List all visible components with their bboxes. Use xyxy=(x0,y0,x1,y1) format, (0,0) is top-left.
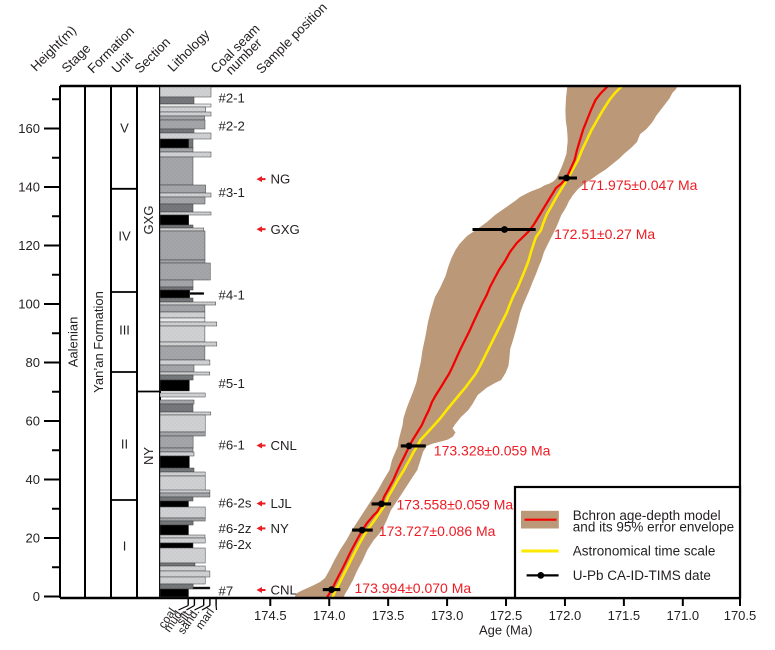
svg-text:GXG: GXG xyxy=(271,222,300,237)
svg-text:#3-1: #3-1 xyxy=(219,185,245,200)
svg-text:171.975±0.047 Ma: 171.975±0.047 Ma xyxy=(581,177,698,193)
svg-text:160: 160 xyxy=(18,121,40,136)
svg-text:80: 80 xyxy=(26,355,40,370)
svg-text:174.5: 174.5 xyxy=(254,608,287,623)
svg-text:CNL: CNL xyxy=(271,583,297,598)
svg-text:171.0: 171.0 xyxy=(667,608,700,623)
svg-text:#2-2: #2-2 xyxy=(219,119,245,134)
svg-text:#6-2s: #6-2s xyxy=(219,496,252,511)
svg-text:Astronomical time scale: Astronomical time scale xyxy=(573,544,716,559)
svg-text:II: II xyxy=(121,437,128,452)
svg-text:Aalenian: Aalenian xyxy=(66,317,81,368)
svg-text:LJL: LJL xyxy=(271,496,292,511)
svg-text:#6-2z: #6-2z xyxy=(219,521,252,536)
svg-text:and its 95% error envelope: and its 95% error envelope xyxy=(573,520,734,535)
svg-text:#6-1: #6-1 xyxy=(219,438,245,453)
svg-text:172.0: 172.0 xyxy=(549,608,582,623)
svg-text:#6-2x: #6-2x xyxy=(219,537,252,552)
svg-text:173.994±0.070 Ma: 173.994±0.070 Ma xyxy=(355,580,472,596)
svg-text:173.328±0.059 Ma: 173.328±0.059 Ma xyxy=(434,442,551,458)
svg-text:172.51±0.27 Ma: 172.51±0.27 Ma xyxy=(554,226,655,242)
svg-text:140: 140 xyxy=(18,180,40,195)
svg-text:III: III xyxy=(119,323,130,338)
svg-text:173.558±0.059 Ma: 173.558±0.059 Ma xyxy=(397,496,514,512)
svg-text:0: 0 xyxy=(33,589,40,604)
svg-text:173.727±0.086 Ma: 173.727±0.086 Ma xyxy=(379,523,496,539)
svg-text:20: 20 xyxy=(26,531,40,546)
svg-text:U-Pb CA-ID-TIMS date: U-Pb CA-ID-TIMS date xyxy=(573,568,711,583)
svg-text:#7: #7 xyxy=(219,583,234,598)
svg-text:172.5: 172.5 xyxy=(490,608,523,623)
svg-text:173.5: 173.5 xyxy=(372,608,405,623)
svg-text:#2-1: #2-1 xyxy=(219,90,245,105)
svg-text:60: 60 xyxy=(26,414,40,429)
svg-text:173.0: 173.0 xyxy=(431,608,464,623)
svg-text:Yan’an Formation: Yan’an Formation xyxy=(91,291,106,393)
svg-text:NY: NY xyxy=(141,447,156,465)
svg-text:#4-1: #4-1 xyxy=(219,287,245,302)
svg-text:40: 40 xyxy=(26,472,40,487)
svg-text:#5-1: #5-1 xyxy=(219,376,245,391)
svg-text:CNL: CNL xyxy=(271,438,297,453)
svg-text:170.5: 170.5 xyxy=(724,608,757,623)
svg-text:174.0: 174.0 xyxy=(313,608,346,623)
svg-text:100: 100 xyxy=(18,297,40,312)
svg-text:171.5: 171.5 xyxy=(608,608,641,623)
svg-text:NY: NY xyxy=(271,521,290,536)
svg-text:I: I xyxy=(123,539,127,554)
svg-text:IV: IV xyxy=(118,229,131,244)
svg-text:GXG: GXG xyxy=(141,206,156,235)
svg-text:NG: NG xyxy=(271,172,291,187)
svg-text:V: V xyxy=(120,121,129,136)
svg-text:120: 120 xyxy=(18,238,40,253)
svg-text:Age (Ma): Age (Ma) xyxy=(479,623,532,638)
